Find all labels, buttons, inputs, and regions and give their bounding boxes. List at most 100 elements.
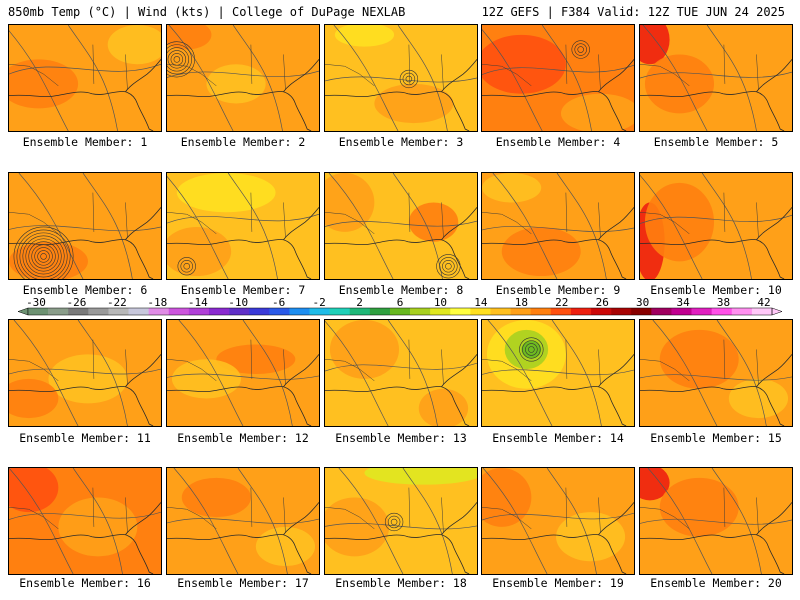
colorbar-swatch [450,308,471,315]
colorbar-tick-label: -2 [312,297,325,309]
colorbar-swatch [731,308,753,315]
state-borders [640,487,759,533]
ensemble-member-map[interactable] [481,467,635,575]
state-borders [482,487,601,533]
state-borders [640,192,759,238]
coastline [640,354,792,426]
ensemble-member-map[interactable] [166,319,320,427]
colorbar-swatch [751,308,773,315]
temperature-region [9,241,88,279]
ensemble-member-label: Ensemble Member: 18 [335,576,467,590]
ensemble-member-map[interactable] [639,24,793,132]
height-contours [167,468,319,574]
colorbar-min-arrow [17,307,29,316]
state-borders [325,192,444,238]
ensemble-member-map[interactable] [481,172,635,280]
state-borders [640,44,759,90]
temperature-region [374,83,454,124]
low-pressure-contour [577,46,584,53]
ensemble-member-map[interactable] [166,24,320,132]
temperature-region [325,173,375,232]
temperature-region [325,497,390,557]
state-borders [640,339,759,385]
colorbar-swatch [289,308,310,315]
height-contours [640,468,792,574]
ensemble-member-map[interactable] [481,24,635,132]
low-pressure-contour [445,263,452,270]
temperature-region [171,359,242,399]
coastline [325,502,477,574]
colorbar-swatch [711,308,733,315]
temperature-region [329,320,400,379]
run-valid-time: 12Z GEFS | F384 Valid: 12Z TUE JUN 24 20… [481,5,785,19]
low-pressure-contour [167,50,187,69]
ensemble-member-map[interactable] [324,467,478,575]
coastline [325,207,477,279]
colorbar-swatch [249,308,270,315]
ensemble-member-map[interactable] [639,319,793,427]
ensemble-member-label: Ensemble Member: 2 [180,135,306,149]
low-pressure-contour [37,250,50,263]
colorbar-swatch [530,308,552,315]
coastline [640,207,792,279]
colorbar-tick-label: 22 [555,297,568,309]
coastline [9,59,161,131]
low-pressure-contour [574,43,587,56]
height-contours [482,25,634,131]
colorbar-tick-label: -10 [228,297,248,309]
low-pressure-contour [13,226,74,279]
colorbar-tick-label: -14 [188,297,208,309]
ensemble-member-map[interactable] [324,319,478,427]
coastline [640,59,792,131]
colorbar-tick-label: 6 [397,297,404,309]
ensemble-member-map[interactable] [481,319,635,427]
low-pressure-contour [522,340,541,359]
temperature-region [556,512,626,562]
low-pressure-contour [170,53,184,66]
state-borders [482,339,601,385]
temperature-region [58,497,138,557]
ensemble-member-label: Ensemble Member: 19 [492,576,624,590]
ensemble-member-label: Ensemble Member: 17 [177,576,309,590]
ensemble-member-map[interactable] [639,172,793,280]
low-pressure-contour [402,72,416,86]
temperature-region [167,25,212,50]
coastline [9,207,161,279]
ensemble-member-label: Ensemble Member: 16 [19,576,151,590]
ensemble-member-label: Ensemble Member: 3 [338,135,464,149]
colorbar-swatch [68,308,89,315]
ensemble-member-map[interactable] [8,467,162,575]
low-pressure-contour [183,263,190,270]
coastline [482,502,634,574]
colorbar-swatch [88,308,109,315]
colorbar-swatch [349,308,371,315]
colorbar-swatch [550,308,572,315]
ensemble-member-map[interactable] [8,24,162,132]
ensemble-member-map[interactable] [8,319,162,427]
colorbar-tick-label: 30 [636,297,649,309]
temperature-region [501,226,581,277]
height-contours [167,173,319,279]
ensemble-member-map[interactable] [324,24,478,132]
low-pressure-contour [177,257,196,276]
ensemble-member-map[interactable] [639,467,793,575]
colorbar-swatch [691,308,712,315]
colorbar-swatch [490,308,511,315]
low-pressure-contour [405,75,413,83]
height-contours [640,173,792,279]
state-borders [9,487,128,533]
ensemble-member-map[interactable] [166,467,320,575]
temperature-region [482,468,532,527]
temperature-region [560,93,634,131]
ensemble-member-map[interactable] [8,172,162,280]
coastline [167,59,319,131]
temperature-region [9,468,59,513]
height-contours [167,320,319,426]
ensemble-member-label: Ensemble Member: 14 [492,431,624,445]
ensemble-member-map[interactable] [166,172,320,280]
temperature-region [482,34,566,94]
ensemble-member-map[interactable] [324,172,478,280]
state-borders [9,339,128,385]
low-pressure-contour [34,247,53,266]
low-pressure-contour [180,260,193,273]
